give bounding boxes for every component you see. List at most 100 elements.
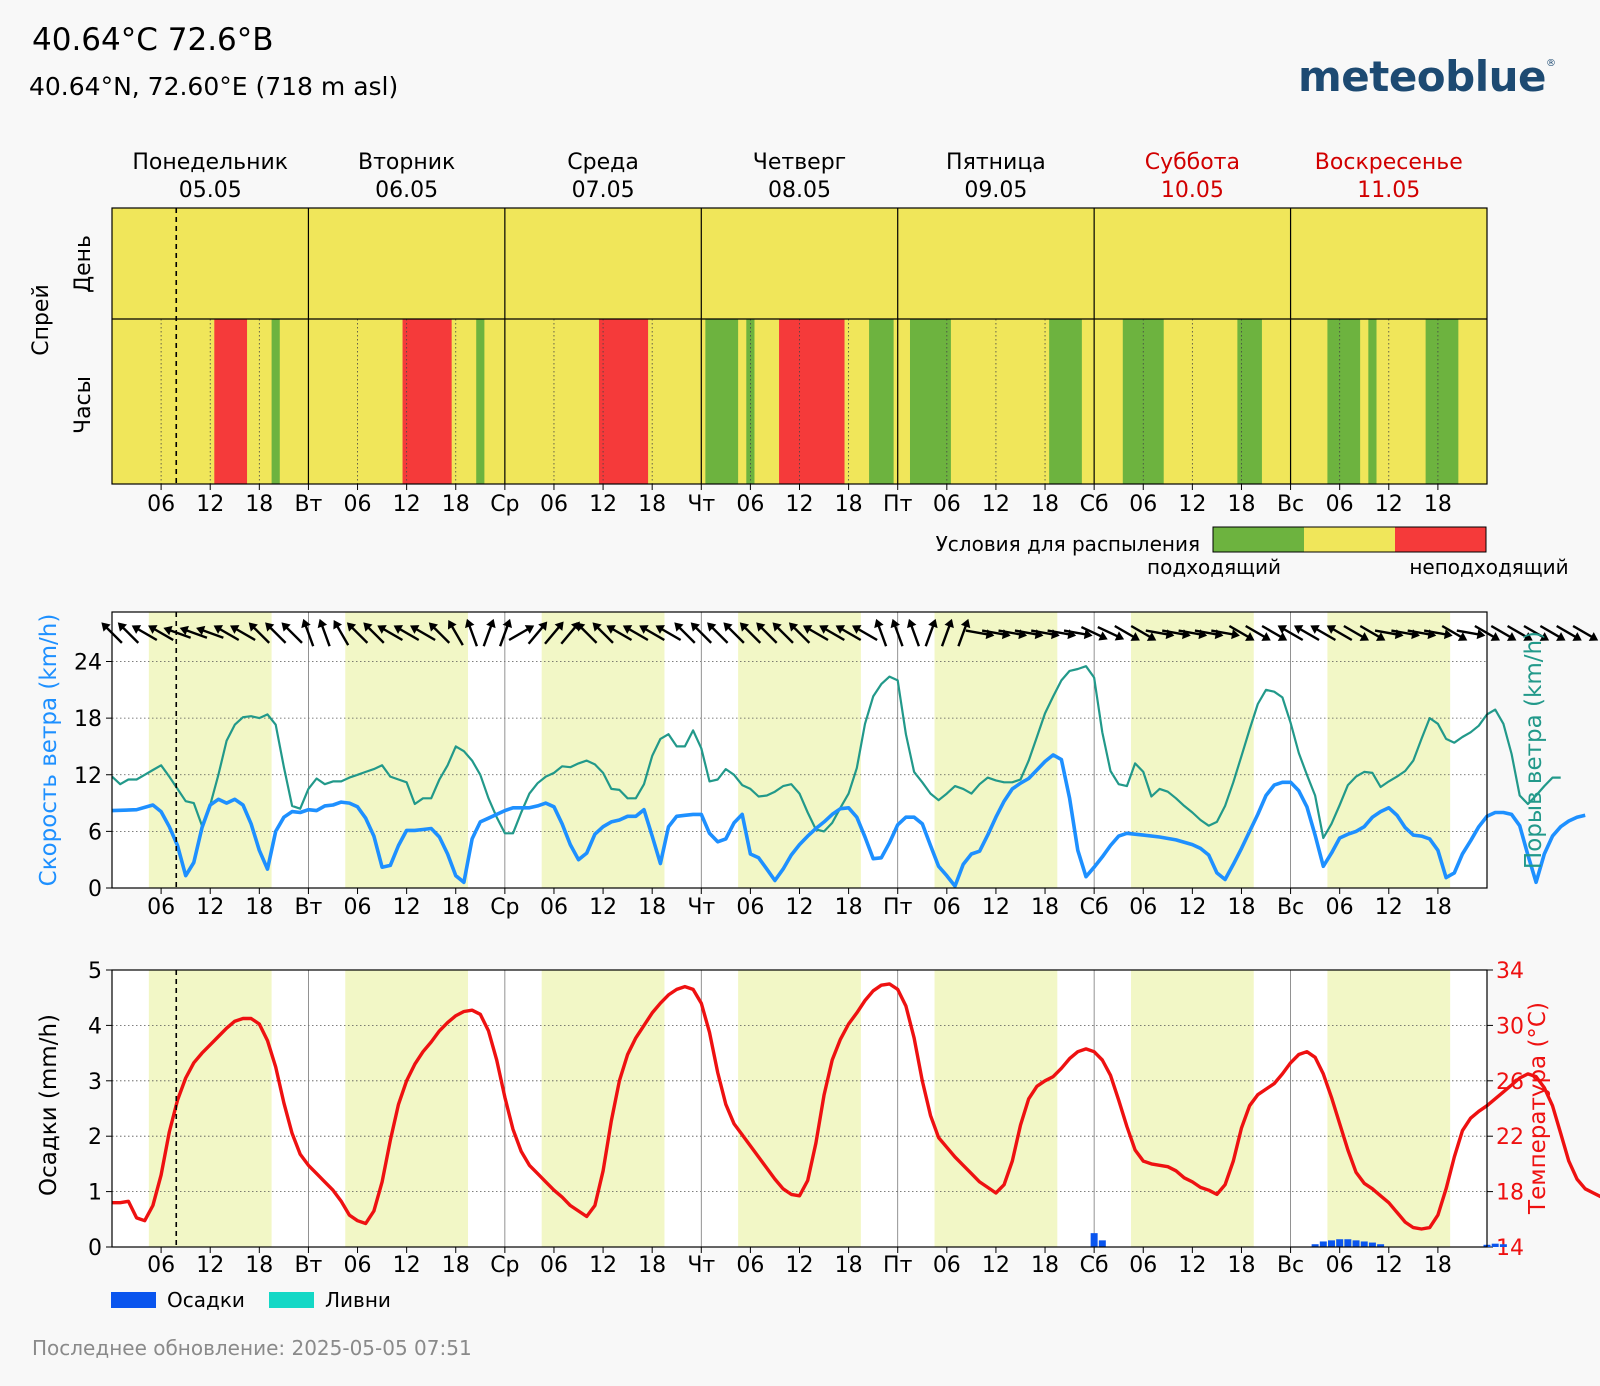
x-tick-label: 06 [736,492,764,517]
wind-arrow-shaft [134,626,158,642]
wind-arrow-head [707,622,717,632]
wind-arrow-shaft [892,622,904,647]
wind-arrow-head [1556,632,1566,641]
wind-arrow-shaft [380,626,404,642]
x-tick-label: Пт [883,895,913,920]
x-tick-label: 12 [196,895,224,920]
wind-arrow-head [1083,629,1093,640]
wind-direction-arrow [1423,629,1453,640]
wind-direction-arrow [1456,629,1486,640]
spray-hour-segment [402,319,452,484]
wind-arrow-shaft [940,622,952,647]
spray-hour-segment [869,319,894,484]
precip-y-tick-label: 1 [88,1181,102,1206]
x-tick-label: 18 [1227,895,1255,920]
x-tick-label: 18 [442,1253,470,1278]
x-tick-label: 06 [147,1253,175,1278]
wind-arrow-shaft [957,622,969,647]
wind-arrow-head [960,618,971,629]
wind-arrow-shaft [1130,624,1154,640]
wind-direction-arrow [377,625,404,642]
wind-direction-arrow [363,622,385,644]
legend-swatch-good [1213,527,1304,552]
wind-arrow-head [639,625,649,634]
day-date-label: 07.05 [572,178,635,203]
wind-arrow-head [1506,632,1517,641]
spray-day-cell [1094,208,1291,319]
wind-direction-arrow [924,618,938,647]
spray-day-cell [308,208,505,319]
x-tick-label: 06 [540,895,568,920]
wind-arrow-head [1098,631,1108,641]
daylight-band [345,970,469,1247]
wind-arrow-head [447,620,457,630]
precip-bar [1499,1244,1507,1247]
wind-arrow-head [230,625,240,634]
wind-direction-arrow [1097,625,1125,641]
wind-arrow-shaft [544,623,562,645]
wind-direction-arrow [1474,624,1500,641]
x-tick-label: 06 [540,492,568,517]
wind-arrow-shaft [1343,624,1367,640]
wind-arrow-shaft [527,623,546,645]
spray-hour-segment [598,319,649,484]
wind-direction-arrow [1490,624,1517,641]
wind-y-tick-label: 18 [74,707,102,732]
wind-arrow-head [944,618,954,629]
wind-arrow-shaft [1556,624,1579,640]
wind-direction-arrow [907,618,921,647]
wind-direction-arrow [498,618,512,647]
x-tick-label: 12 [196,1253,224,1278]
wind-arrow-shaft [199,628,224,639]
wind-arrow-head [248,622,258,632]
wind-arrow-head [101,622,111,632]
x-tick-label: 06 [1129,1253,1157,1278]
spray-hour-segment [1327,319,1361,484]
wind-y-tick-label: 12 [74,764,102,789]
precip-bar [1098,1240,1106,1247]
wind-direction-arrow [544,621,564,645]
wind-direction-arrow [1245,624,1271,641]
wind-arrow-shaft [609,626,633,642]
x-tick-label: 06 [344,492,372,517]
x-tick-label: Пт [883,1253,913,1278]
x-tick-label: 18 [835,492,863,517]
meteoblue-logo[interactable]: meteoblue® [1298,52,1556,101]
wind-direction-arrow [852,625,878,642]
legend-swatch-frame [1212,526,1487,553]
wind-direction-arrow [213,625,240,642]
wind-arrow-shaft [348,624,369,644]
daylight-band [1327,970,1451,1247]
wind-arrow-head [196,625,206,636]
wind-direction-arrow [940,618,954,647]
daylight-band [1130,612,1254,888]
wind-direction-arrow [117,622,140,644]
x-tick-label: 06 [1129,895,1157,920]
wind-arrow-head [538,621,548,631]
x-tick-label: 18 [245,1253,273,1278]
x-tick-label: 12 [1178,492,1206,517]
x-tick-label: 18 [1424,895,1452,920]
x-tick-label: 12 [982,1253,1010,1278]
wind-arrow-shaft [1178,629,1204,637]
wind-arrow-shaft [981,629,1007,637]
daylight-band [934,612,1058,888]
temp-y-tick-label: 26 [1496,1070,1524,1095]
wind-arrow-head [1523,632,1533,641]
legend-precip-swatch [111,1292,156,1308]
wind-arrow-head [465,618,475,629]
x-tick-label: Вт [294,492,322,517]
wind-arrow-shaft [1047,629,1073,637]
daylight-band [148,970,272,1247]
wind-direction-arrow [739,622,762,644]
legend-swatch-neutral [1304,527,1395,552]
wind-direction-arrow [890,618,904,647]
wind-arrow-shaft [1329,626,1353,642]
wind-arrow-shaft [1474,624,1498,640]
wind-arrow-head [179,625,189,636]
gust-axis-label: Порыв ветра (km/h) [1521,631,1547,869]
x-tick-label: Вт [294,895,322,920]
wind-direction-arrow [301,618,315,647]
wind-arrow-shaft [1506,624,1530,640]
wind-arrow-shaft [1097,625,1121,639]
